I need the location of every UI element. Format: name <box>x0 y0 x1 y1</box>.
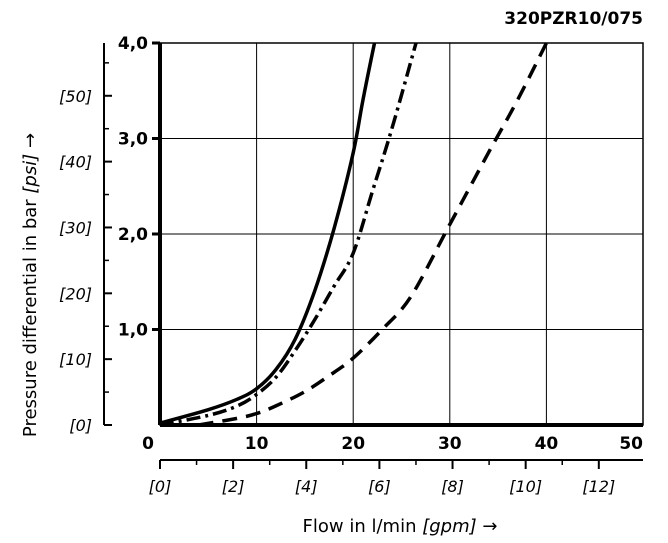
gpm-tick-label: [0] <box>149 477 172 496</box>
psi-tick-label: [30] <box>59 218 92 237</box>
x-tick-label: 50 <box>619 434 643 454</box>
psi-tick-label: [40] <box>59 153 92 172</box>
psi-tick-label: [10] <box>59 350 92 369</box>
psi-tick-label: [20] <box>59 284 92 303</box>
gpm-tick-label: [2] <box>222 477 245 496</box>
y-tick-label: 2,0 <box>118 225 148 245</box>
series-line-solid <box>159 42 377 425</box>
series-line-dash-dot <box>159 42 418 427</box>
x-tick-label: 10 <box>245 434 269 454</box>
y-axis-label: Pressure differential in bar [psi] → <box>20 133 41 437</box>
y-axis-label-main: Pressure differential in bar <box>20 194 41 438</box>
x-axis-label-unit: [gpm] <box>422 516 476 537</box>
x-axis-label-main: Flow in l/min <box>303 516 423 537</box>
y-axis-label-unit: [psi] <box>20 154 41 194</box>
gpm-tick-label: [12] <box>582 477 615 496</box>
y-tick-label: 1,0 <box>118 321 148 341</box>
axes <box>103 41 643 469</box>
chart-title: 320PZR10/075 <box>504 9 643 29</box>
x-tick-label: 30 <box>438 434 462 454</box>
gpm-tick-label: [6] <box>368 477 391 496</box>
series-group <box>159 42 548 427</box>
y-tick-label: 3,0 <box>118 130 148 150</box>
x-tick-label: 40 <box>535 434 559 454</box>
gpm-tick-label: [8] <box>441 477 464 496</box>
gpm-tick-label: [10] <box>509 477 542 496</box>
x-axis-label: Flow in l/min [gpm] → <box>303 516 498 537</box>
x-tick-label: 20 <box>341 434 365 454</box>
x-tick-label: 0 <box>142 434 154 454</box>
y-tick-label: 4,0 <box>118 34 148 54</box>
tick-labels: 4,0 3,0 2,0 1,0 0 10 20 30 40 50 [50] [40] [30] [20] [… <box>59 34 643 496</box>
y-axis-label-arrow: → <box>20 133 41 154</box>
x-axis-label-arrow: → <box>477 516 498 537</box>
gpm-tick-label: [4] <box>295 477 318 496</box>
psi-tick-label: [0] <box>69 416 92 435</box>
psi-tick-label: [50] <box>59 87 92 106</box>
series-line-dashed <box>198 42 548 427</box>
